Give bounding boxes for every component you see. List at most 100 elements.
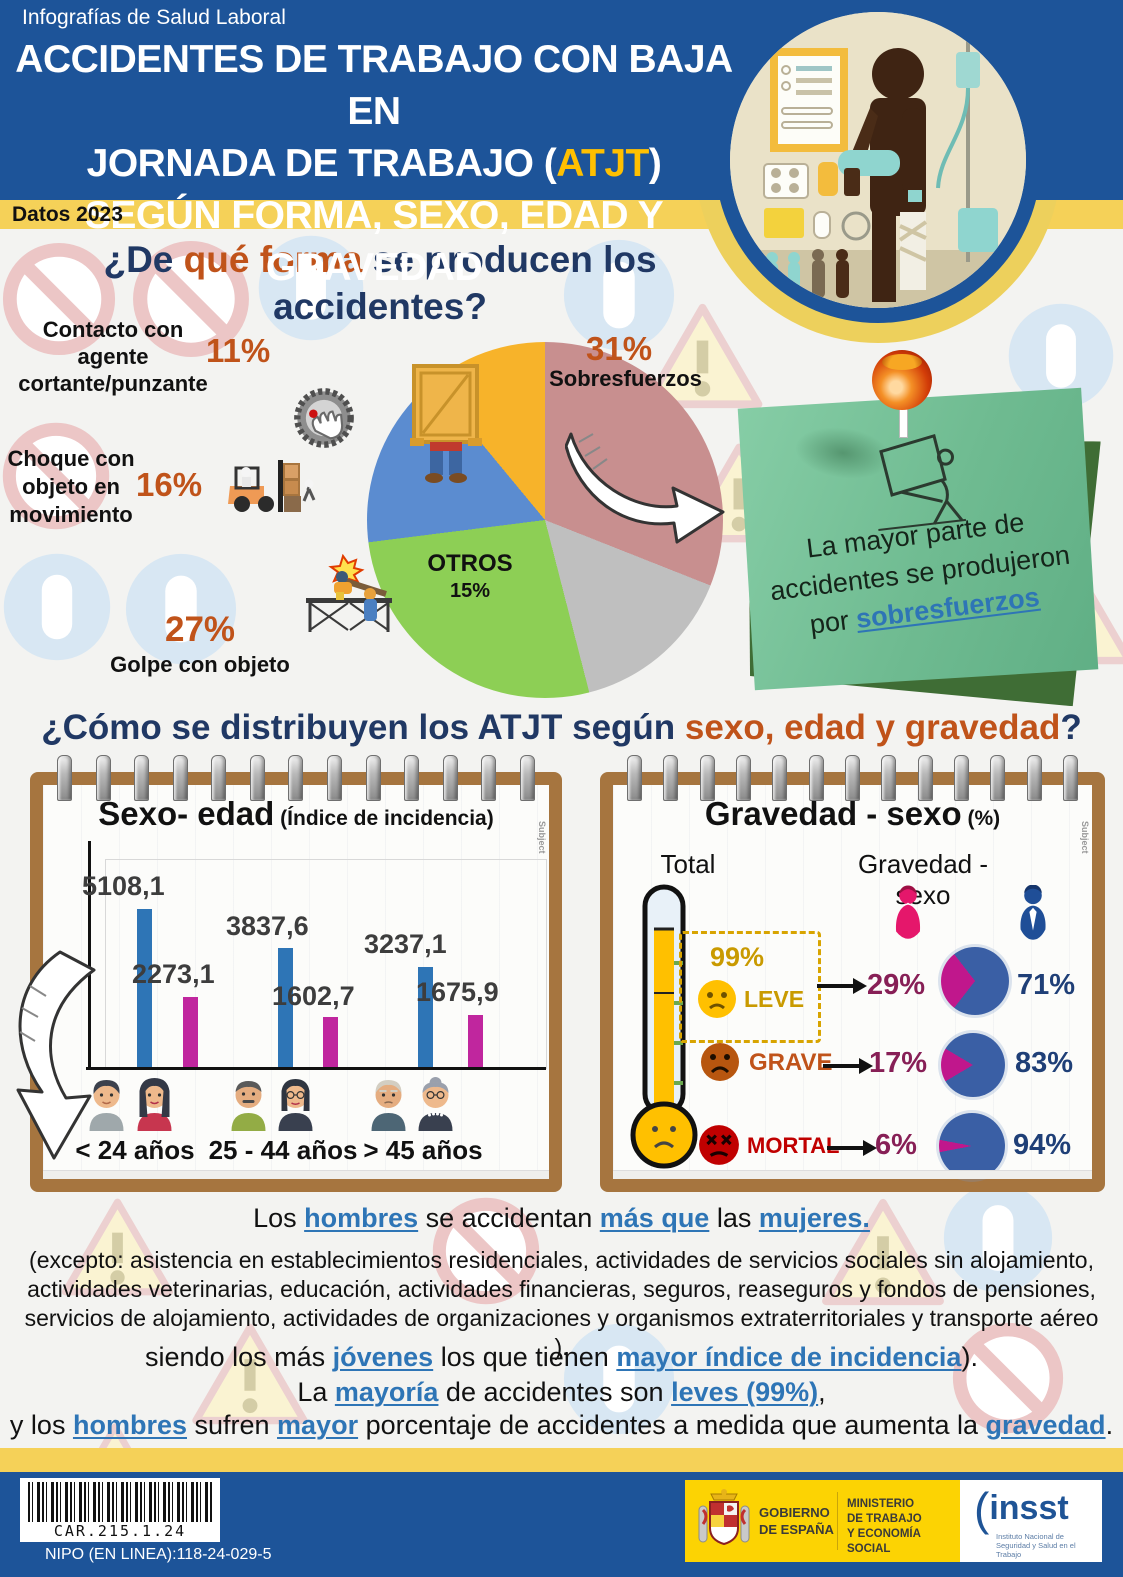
conclusion-gravedad: y los hombres sufren mayor porcentaje de…: [9, 1410, 1114, 1440]
young-woman-avatar: [137, 1078, 172, 1131]
spiral-clip-icon: [1026, 755, 1042, 801]
value-label: 5108,1: [82, 871, 165, 901]
spiral-clip-icon: [808, 755, 824, 801]
datos-badge: Datos 2023: [12, 203, 123, 226]
old-man-avatar: [371, 1080, 406, 1131]
hombres-link-2[interactable]: hombres: [72, 1410, 187, 1440]
mas-que-link[interactable]: más que: [599, 1203, 710, 1233]
spiral-binding: [627, 755, 1078, 801]
insst-logo-block: (insst Instituto Nacional de Seguridad y…: [960, 1480, 1102, 1562]
spiral-clip-icon: [442, 755, 458, 801]
hombres-link[interactable]: hombres: [304, 1203, 419, 1233]
notebook-side-label: Subject: [1080, 821, 1090, 854]
bar-male-o45: [418, 967, 433, 1067]
leve-total-pct: 99%: [710, 942, 765, 972]
spiral-clip-icon: [772, 755, 788, 801]
spiral-clip-icon: [172, 755, 188, 801]
insst-logo: (insst: [974, 1483, 1069, 1535]
age-group-label: < 24 años: [75, 1135, 195, 1165]
sketch-arrow-right-icon: [565, 432, 725, 544]
mayor-link[interactable]: mayor: [277, 1410, 359, 1440]
barcode-text: CAR.215.1.24: [53, 1522, 187, 1540]
grave-face-icon: [701, 1043, 739, 1081]
conclusion-main: Los hombres se accidentan más que las mu…: [253, 1203, 870, 1233]
sketch-arrow-down-icon: [16, 950, 96, 1160]
jovenes-link[interactable]: jóvenes: [332, 1342, 434, 1372]
leve-face-icon: [698, 980, 736, 1018]
carrying-box-sketch-icon: [878, 433, 967, 531]
mujeres-link[interactable]: mujeres.: [758, 1203, 870, 1233]
spiral-clip-icon: [663, 755, 679, 801]
value-label: 1602,7: [272, 981, 355, 1011]
saw-blade-icon: [294, 388, 354, 448]
spiral-clip-icon: [481, 755, 497, 801]
pie-label-golpe: Golpe con objeto: [110, 652, 290, 677]
injured-worker-illustration: [730, 12, 1026, 308]
mortal-female-pct: 6%: [875, 1129, 917, 1161]
bar-female-o45: [468, 1015, 483, 1067]
barcode: CAR.215.1.24: [20, 1478, 220, 1542]
sexo-edad-title: Sexo- edad (Índice de incidencia): [98, 795, 494, 832]
leve-label: LEVE: [744, 986, 805, 1012]
title-line-2: JORNADA DE TRABAJO (ATJT): [86, 142, 662, 185]
atjt-acronym: ATJT: [556, 142, 649, 185]
pie-pct-sobresfuerzos: 31%: [586, 330, 653, 367]
spiral-clip-icon: [95, 755, 111, 801]
notebook-side-label: Subject: [537, 821, 547, 854]
value-label: 3837,6: [226, 911, 309, 941]
leve-total-box: 99% LEVE: [679, 931, 821, 1043]
spiral-clip-icon: [404, 755, 420, 801]
bar-male-u24: [137, 909, 152, 1067]
barcode-bars-icon: [28, 1482, 212, 1522]
grave-female-pct: 17%: [869, 1047, 928, 1079]
pie-label-sobresfuerzos: Sobresfuerzos: [549, 366, 702, 391]
gobierno-text: GOBIERNO DE ESPAÑA: [759, 1505, 834, 1537]
grave-label: GRAVE: [749, 1049, 833, 1076]
age-group-label: > 45 años: [363, 1135, 483, 1165]
pushpin-icon: [872, 350, 932, 410]
title-line-1: ACCIDENTES DE TRABAJO CON BAJA EN: [15, 38, 733, 133]
grave-pie: [941, 1033, 1005, 1097]
insst-subtitle: Instituto Nacional de Seguridad y Salud …: [996, 1532, 1076, 1559]
leves-link[interactable]: leves (99%): [671, 1377, 819, 1407]
spiral-clip-icon: [211, 755, 227, 801]
spiral-clip-icon: [1062, 755, 1078, 801]
bar-male-25-44: [278, 948, 293, 1067]
heavy-load-carry-icon: [410, 364, 482, 483]
value-label: 1675,9: [416, 977, 499, 1007]
spiral-binding: [57, 755, 535, 801]
title-line-3: SEGÚN FORMA, SEXO, EDAD Y GRAVEDAD: [84, 194, 664, 289]
sexo-edad-bar-chart: 5108,1 2273,1 3837,6 1602,7 3237,1 1675,…: [82, 841, 547, 1070]
forklift-accident-icon: [228, 460, 316, 512]
young-man-avatar: [89, 1080, 124, 1131]
indice-link[interactable]: mayor índice de incidencia: [616, 1342, 962, 1372]
arrow-right-icon: [827, 1140, 877, 1156]
y-axis: [88, 841, 91, 1070]
pie-pct-contacto: 11%: [206, 332, 271, 369]
spiral-clip-icon: [327, 755, 343, 801]
gravedad-link[interactable]: gravedad: [985, 1410, 1106, 1440]
mayoria-link[interactable]: mayoría: [334, 1377, 439, 1407]
section-forma-title: ¿De qué forma se producen los accidentes…: [103, 239, 657, 327]
series-kicker: Infografías de Salud Laboral: [22, 6, 286, 29]
spiral-clip-icon: [57, 755, 72, 801]
mortal-face-icon: [699, 1125, 739, 1165]
pie-label-contacto: Contacto con agente cortante/punzante: [18, 317, 208, 396]
value-label: 2273,1: [132, 959, 215, 989]
age-group-label: 25 - 44 años: [208, 1135, 358, 1165]
spiral-clip-icon: [881, 755, 897, 801]
x-axis: [86, 1067, 546, 1070]
grave-male-pct: 83%: [1015, 1047, 1074, 1079]
nipo-number: NIPO (EN LINEA):118-24-029-5: [45, 1546, 272, 1563]
conclusion-jovenes: siendo los más jóvenes los que tienen ma…: [145, 1342, 978, 1372]
arrow-right-icon: [817, 978, 867, 994]
bar-female-u24: [183, 997, 198, 1067]
spiral-clip-icon: [844, 755, 860, 801]
logo-divider: [837, 1492, 838, 1550]
footer-bar: CAR.215.1.24 NIPO (EN LINEA):118-24-029-…: [0, 1472, 1123, 1577]
spain-coat-of-arms-icon: [698, 1489, 750, 1546]
leve-pie: [941, 947, 1009, 1015]
spiral-clip-icon: [365, 755, 381, 801]
injured-worker-icon: [730, 12, 1026, 308]
bar-female-25-44: [323, 1017, 338, 1067]
